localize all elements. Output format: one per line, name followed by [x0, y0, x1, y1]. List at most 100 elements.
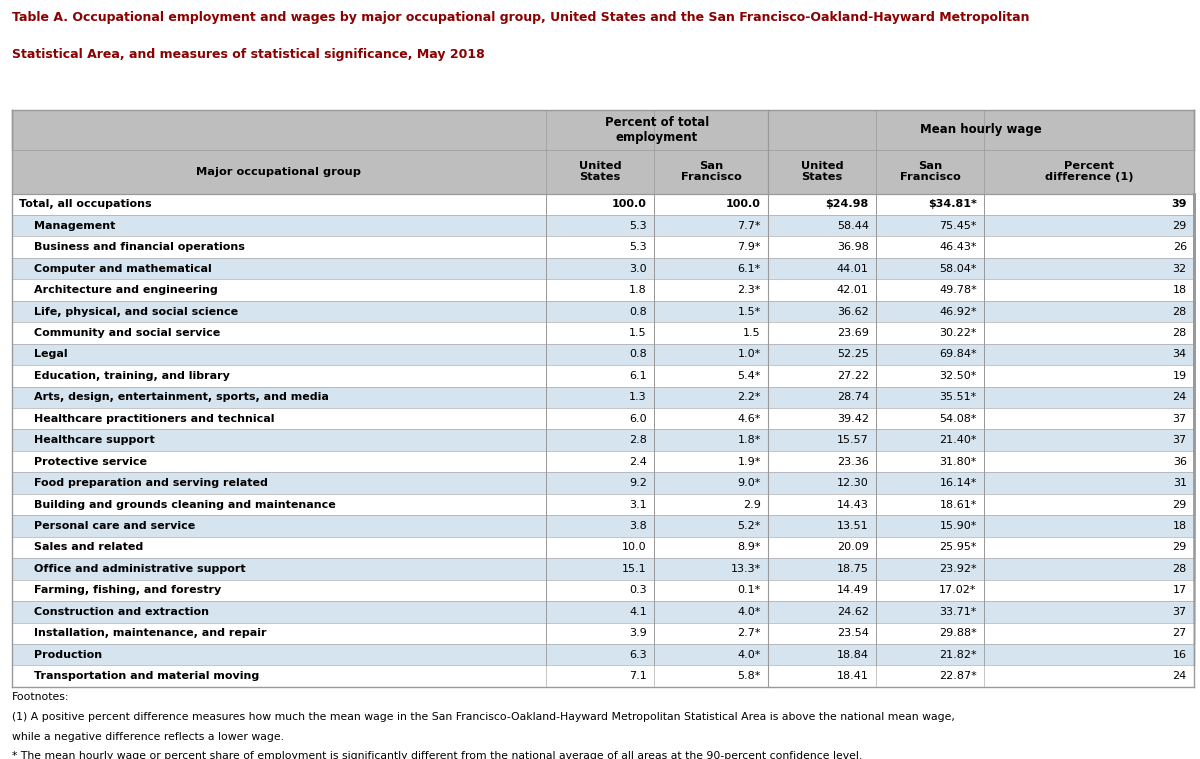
Text: 28: 28: [1172, 328, 1187, 338]
Text: 14.43: 14.43: [836, 499, 869, 509]
Text: Office and administrative support: Office and administrative support: [34, 564, 245, 574]
Text: 6.1*: 6.1*: [738, 263, 761, 274]
Text: 3.9: 3.9: [629, 628, 647, 638]
Text: 49.78*: 49.78*: [940, 285, 977, 295]
Bar: [12, 451, 1194, 472]
Text: 100.0: 100.0: [726, 200, 761, 209]
Text: 2.9: 2.9: [743, 499, 761, 509]
Text: 7.1: 7.1: [629, 671, 647, 681]
Text: Healthcare practitioners and technical: Healthcare practitioners and technical: [34, 414, 274, 424]
Bar: [12, 237, 1194, 258]
Text: 18.75: 18.75: [836, 564, 869, 574]
Text: 1.8: 1.8: [629, 285, 647, 295]
Bar: [12, 472, 1194, 494]
Text: 29: 29: [1172, 221, 1187, 231]
Text: 39: 39: [1171, 200, 1187, 209]
Text: Table A. Occupational employment and wages by major occupational group, United S: Table A. Occupational employment and wag…: [12, 11, 1030, 24]
Text: 7.7*: 7.7*: [737, 221, 761, 231]
Text: 15.90*: 15.90*: [940, 521, 977, 531]
Text: Farming, fishing, and forestry: Farming, fishing, and forestry: [34, 585, 221, 595]
Text: 35.51*: 35.51*: [940, 392, 977, 402]
Text: 36.62: 36.62: [838, 307, 869, 317]
Text: 18.84: 18.84: [836, 650, 869, 660]
Text: 30.22*: 30.22*: [940, 328, 977, 338]
Text: 5.3: 5.3: [629, 221, 647, 231]
Text: 75.45*: 75.45*: [940, 221, 977, 231]
Text: Statistical Area, and measures of statistical significance, May 2018: Statistical Area, and measures of statis…: [12, 48, 485, 61]
Text: 1.9*: 1.9*: [738, 457, 761, 467]
Text: Production: Production: [34, 650, 102, 660]
Text: Mean hourly wage: Mean hourly wage: [920, 123, 1042, 137]
Text: Footnotes:: Footnotes:: [12, 692, 70, 702]
Text: 18.61*: 18.61*: [940, 499, 977, 509]
Text: 1.5: 1.5: [743, 328, 761, 338]
Text: 58.04*: 58.04*: [940, 263, 977, 274]
Text: 24.62: 24.62: [836, 606, 869, 617]
Text: 0.1*: 0.1*: [738, 585, 761, 595]
Text: Computer and mathematical: Computer and mathematical: [34, 263, 211, 274]
Bar: [12, 537, 1194, 558]
Text: * The mean hourly wage or percent share of employment is significantly different: * The mean hourly wage or percent share …: [12, 751, 863, 759]
Text: 32.50*: 32.50*: [940, 371, 977, 381]
Text: 21.82*: 21.82*: [940, 650, 977, 660]
Text: 1.5: 1.5: [629, 328, 647, 338]
Text: 31.80*: 31.80*: [940, 457, 977, 467]
Text: (1) A positive percent difference measures how much the mean wage in the San Fra: (1) A positive percent difference measur…: [12, 712, 955, 722]
Text: 17: 17: [1172, 585, 1187, 595]
Text: 23.54: 23.54: [836, 628, 869, 638]
Text: 10.0: 10.0: [622, 543, 647, 553]
Text: 1.0*: 1.0*: [738, 349, 761, 360]
Text: Management: Management: [34, 221, 115, 231]
Bar: [12, 430, 1194, 451]
Text: 7.9*: 7.9*: [737, 242, 761, 252]
Text: 9.2: 9.2: [629, 478, 647, 488]
Text: 5.2*: 5.2*: [738, 521, 761, 531]
Text: San
Francisco: San Francisco: [900, 161, 960, 182]
Text: 12.30: 12.30: [838, 478, 869, 488]
Text: 5.3: 5.3: [629, 242, 647, 252]
Bar: [12, 408, 1194, 430]
Text: 26: 26: [1172, 242, 1187, 252]
Text: 13.51: 13.51: [838, 521, 869, 531]
Text: 2.8: 2.8: [629, 435, 647, 446]
Bar: [12, 301, 1194, 323]
Bar: [12, 601, 1194, 622]
Bar: [12, 558, 1194, 580]
Text: 19: 19: [1172, 371, 1187, 381]
Bar: [12, 344, 1194, 365]
Text: $24.98: $24.98: [826, 200, 869, 209]
Bar: [12, 323, 1194, 344]
Bar: [12, 644, 1194, 666]
Text: 2.3*: 2.3*: [738, 285, 761, 295]
Text: 14.49: 14.49: [836, 585, 869, 595]
Text: Sales and related: Sales and related: [34, 543, 143, 553]
Text: San
Francisco: San Francisco: [680, 161, 742, 182]
Text: 9.0*: 9.0*: [738, 478, 761, 488]
Bar: [12, 386, 1194, 408]
Text: Healthcare support: Healthcare support: [34, 435, 155, 446]
Text: Percent of total
employment: Percent of total employment: [605, 116, 709, 143]
Text: 42.01: 42.01: [836, 285, 869, 295]
Text: 4.6*: 4.6*: [738, 414, 761, 424]
Text: 0.3: 0.3: [629, 585, 647, 595]
Text: United
States: United States: [800, 161, 844, 182]
Text: 34: 34: [1172, 349, 1187, 360]
Bar: [12, 279, 1194, 301]
Text: Life, physical, and social science: Life, physical, and social science: [34, 307, 238, 317]
Text: 1.5*: 1.5*: [738, 307, 761, 317]
Text: 33.71*: 33.71*: [940, 606, 977, 617]
Text: 58.44: 58.44: [836, 221, 869, 231]
Text: 27: 27: [1172, 628, 1187, 638]
Text: 3.0: 3.0: [629, 263, 647, 274]
Bar: [12, 666, 1194, 687]
Text: 28: 28: [1172, 307, 1187, 317]
Text: 36: 36: [1172, 457, 1187, 467]
Text: 18.41: 18.41: [836, 671, 869, 681]
Text: 69.84*: 69.84*: [940, 349, 977, 360]
Text: 2.7*: 2.7*: [737, 628, 761, 638]
Bar: [12, 622, 1194, 644]
Text: Arts, design, entertainment, sports, and media: Arts, design, entertainment, sports, and…: [34, 392, 329, 402]
Text: Percent
difference (1): Percent difference (1): [1045, 161, 1133, 182]
Bar: [12, 150, 1194, 194]
Text: 24: 24: [1172, 671, 1187, 681]
